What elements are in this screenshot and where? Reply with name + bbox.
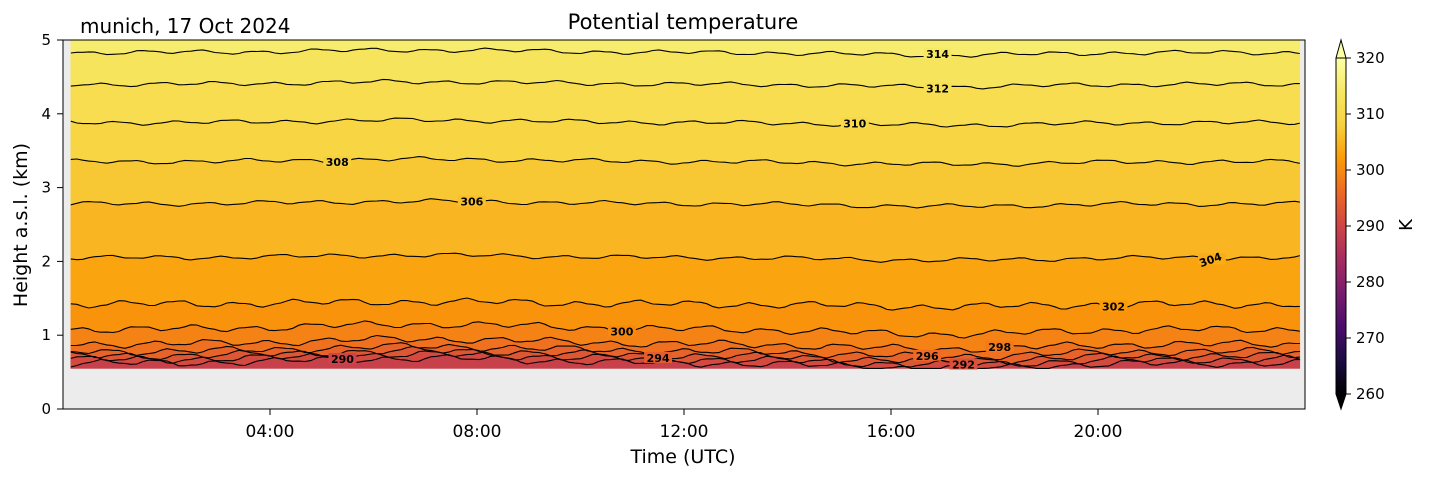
contour-label-308: 308 (326, 156, 349, 169)
contour-label-bg-308 (323, 155, 352, 167)
contour-label-290: 290 (331, 353, 354, 366)
contour-label-bg-294 (644, 351, 673, 363)
y-tick-label: 3 (41, 179, 51, 197)
contour-label-bg-300 (607, 325, 636, 337)
contour-line-294 (70, 345, 1300, 365)
colorbar-ticks: 260 270 280 290 300 310 320 (1346, 49, 1385, 403)
contour-line-312 (70, 78, 1300, 90)
contour-line-302 (70, 297, 1300, 311)
contour-label-bg-296 (913, 349, 942, 361)
chart-subtitle: munich, 17 Oct 2024 (80, 14, 290, 38)
contour-label-292: 292 (952, 358, 975, 371)
contour-line-298 (70, 334, 1300, 353)
y-tick-label: 4 (41, 105, 51, 123)
y-axis: 0 1 2 3 4 5 (41, 31, 63, 418)
colorbar-tick-label: 270 (1356, 329, 1385, 347)
x-tick-label: 12:00 (660, 422, 709, 442)
contour-label-bg-310 (840, 117, 869, 129)
chart-title: Potential temperature (568, 10, 799, 34)
contour-label-bg-314 (923, 48, 952, 60)
contour-label-300: 300 (610, 326, 633, 339)
colorbar-tick-label: 280 (1356, 273, 1385, 291)
colorbar-tick-label: 290 (1356, 217, 1385, 235)
colorbar-gradient (1335, 57, 1347, 395)
contour-line-292 (70, 350, 1300, 368)
colorbar-label: K (1396, 218, 1417, 231)
x-tick-label: 20:00 (1074, 422, 1123, 442)
colorbar-tick-label: 260 (1356, 385, 1385, 403)
contour-label-bg-306 (457, 195, 486, 207)
y-tick-label: 1 (41, 326, 51, 344)
colorbar-extend-max (1335, 38, 1347, 59)
x-axis-label: Time (UTC) (629, 446, 735, 468)
contour-label-bg-304 (1197, 253, 1226, 265)
y-tick-label: 0 (41, 400, 51, 418)
x-tick-label: 08:00 (453, 422, 502, 442)
field-band-11 (70, 79, 1301, 128)
contour-line-304 (70, 252, 1300, 263)
contour-label-314: 314 (926, 48, 949, 61)
colorbar-extend-min (1335, 393, 1347, 411)
colorbar-tick-label: 320 (1356, 49, 1385, 67)
field-band-9 (70, 156, 1301, 209)
contour-label-306: 306 (460, 195, 483, 208)
contour-line-296 (70, 342, 1300, 361)
contour-line-306 (70, 198, 1300, 209)
field-band-8 (70, 198, 1301, 263)
contour-label-296: 296 (916, 350, 939, 363)
colorbar-tick-label: 310 (1356, 105, 1385, 123)
y-tick-label: 2 (41, 252, 51, 270)
x-tick-label: 04:00 (246, 422, 295, 442)
contour-label-310: 310 (843, 117, 866, 130)
contour-label-302: 302 (1102, 301, 1125, 314)
x-axis: 04:00 08:00 12:00 16:00 20:00 (246, 409, 1123, 442)
contour-label-bg-292 (949, 358, 978, 370)
y-axis-label: Height a.s.l. (km) (10, 143, 32, 307)
temperature-field (70, 39, 1301, 369)
contour-label-bg-312 (923, 82, 952, 94)
contour-label-bg-302 (1099, 300, 1128, 312)
contour-label-298: 298 (988, 341, 1011, 354)
contour-label-312: 312 (926, 83, 949, 96)
contour-label-bg-298 (985, 340, 1014, 352)
contour-line-314 (70, 47, 1300, 58)
x-tick-label: 16:00 (867, 422, 916, 442)
contour-line-300 (70, 320, 1300, 339)
colorbar-tick-label: 300 (1356, 161, 1385, 179)
contour-label-294: 294 (647, 352, 670, 365)
contour-lines (70, 47, 1300, 369)
colorbar: 260 270 280 290 300 310 320 K (1335, 38, 1417, 411)
contour-line-310 (70, 117, 1300, 128)
y-tick-label: 5 (41, 31, 51, 49)
contour-line-308 (70, 156, 1300, 167)
contour-label-bg-290 (328, 352, 357, 364)
